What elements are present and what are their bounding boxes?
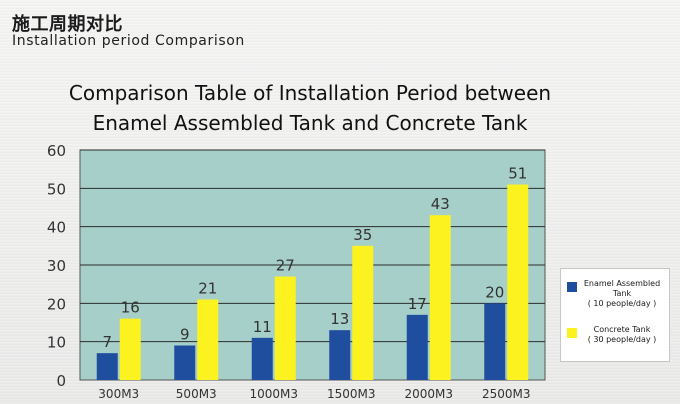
x-tick-label: 1000M3: [249, 387, 298, 401]
legend-item-concrete: Concrete Tank ( 30 people/day ): [567, 325, 661, 345]
data-label-enamel: 17: [408, 295, 427, 313]
data-label-enamel: 13: [330, 310, 349, 328]
bar-enamel: [329, 330, 351, 380]
chart-legend: Enamel Assembled Tank ( 10 people/day ) …: [560, 268, 670, 362]
x-tick-label: 500M3: [176, 387, 217, 401]
data-label-concrete: 16: [121, 299, 140, 317]
data-label-concrete: 51: [508, 165, 527, 183]
bar-enamel: [406, 314, 428, 380]
chart-title-line-1: Comparison Table of Installation Period …: [68, 81, 552, 105]
data-label-concrete: 35: [353, 226, 372, 244]
bar-enamel: [174, 345, 196, 380]
page-title-english: Installation period Comparison: [12, 33, 245, 49]
y-tick-label: 50: [47, 180, 66, 198]
bar-enamel: [96, 353, 118, 380]
bar-chart: 0 10 20 30 40 50 60 7 16 300M3 9 21 500M3 11 27 1000M3 1…: [47, 142, 546, 401]
bar-enamel: [484, 303, 506, 380]
bar-enamel: [251, 337, 273, 380]
y-tick-label: 10: [47, 334, 66, 352]
x-tick-label: 300M3: [98, 387, 139, 401]
y-tick-label: 60: [47, 142, 66, 160]
data-label-concrete: 27: [276, 257, 295, 275]
x-tick-label: 2500M3: [482, 387, 531, 401]
legend-note-concrete: ( 30 people/day ): [587, 335, 657, 344]
data-label-enamel: 11: [253, 318, 272, 336]
legend-item-enamel: Enamel Assembled Tank ( 10 people/day ): [567, 279, 661, 309]
x-tick-label: 2000M3: [404, 387, 453, 401]
data-label-concrete: 21: [198, 280, 217, 298]
chart-title-line-2: Enamel Assembled Tank and Concrete Tank: [92, 111, 528, 135]
y-tick-label: 30: [47, 257, 66, 275]
legend-swatch-enamel: [567, 282, 577, 292]
bar-concrete: [197, 299, 219, 380]
bar-concrete: [119, 318, 141, 380]
legend-label-concrete: Concrete Tank: [593, 325, 651, 334]
data-label-enamel: 7: [102, 333, 112, 351]
bar-concrete: [274, 276, 296, 380]
y-tick-label: 20: [47, 295, 66, 313]
legend-label-enamel: Enamel Assembled Tank: [583, 279, 661, 298]
bar-concrete: [429, 215, 451, 380]
page-title-chinese: 施工周期对比: [12, 14, 123, 35]
legend-swatch-concrete: [567, 328, 577, 338]
data-label-enamel: 20: [485, 283, 504, 301]
bar-concrete: [507, 184, 529, 380]
y-tick-label: 0: [56, 372, 66, 390]
x-tick-label: 1500M3: [327, 387, 376, 401]
data-label-enamel: 9: [180, 326, 190, 344]
y-tick-label: 40: [47, 219, 66, 237]
bar-concrete: [352, 245, 374, 380]
legend-note-enamel: ( 10 people/day ): [587, 299, 657, 308]
data-label-concrete: 43: [431, 195, 450, 213]
